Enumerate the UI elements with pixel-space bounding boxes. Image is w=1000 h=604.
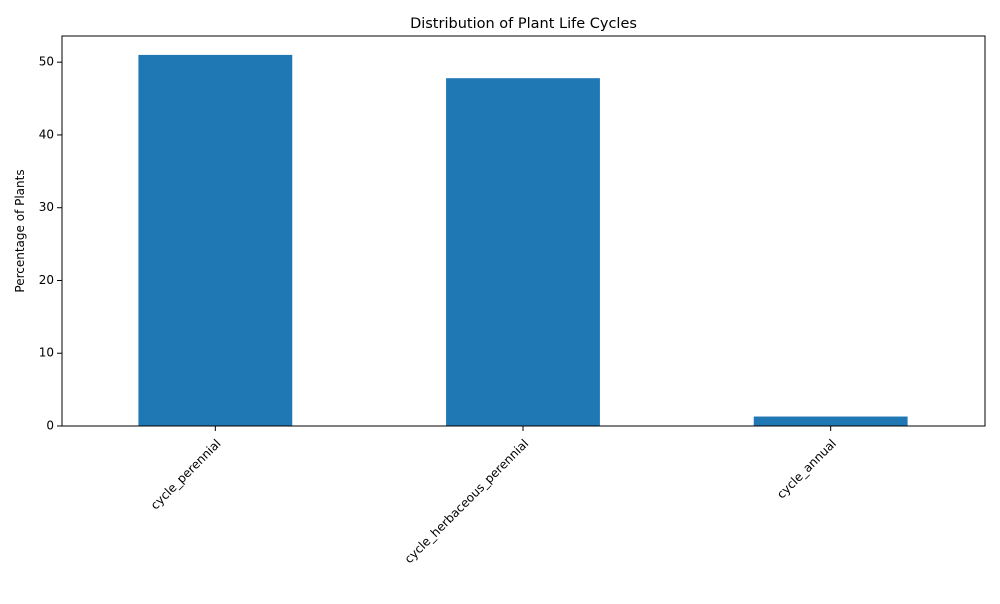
bar-cycle_annual: [753, 416, 908, 426]
x-axis-ticks: cycle_perennial cycle_herbaceous_perennia…: [148, 426, 839, 566]
x-tick-label: cycle_herbaceous_perennial: [402, 436, 532, 566]
bar-cycle_perennial: [138, 54, 293, 427]
axes-frame: [61, 35, 986, 427]
y-tick-label: 20: [39, 273, 54, 287]
y-axis-ticks: 0 10 20 30 40 50: [39, 55, 62, 433]
y-tick-label: 10: [39, 346, 54, 360]
chart-title: Distribution of Plant Life Cycles: [410, 16, 637, 32]
y-axis-label: Percentage of Plants: [13, 169, 27, 292]
y-tick-label: 40: [39, 127, 54, 141]
y-tick-label: 30: [39, 200, 54, 214]
y-tick-label: 0: [46, 419, 54, 433]
y-tick-label: 50: [39, 55, 54, 69]
x-tick-label: cycle_annual: [774, 436, 839, 501]
x-tick-label: cycle_perennial: [148, 436, 224, 512]
bar-cycle_herbaceous_perennial: [446, 78, 600, 427]
bars-layer: [138, 54, 908, 427]
